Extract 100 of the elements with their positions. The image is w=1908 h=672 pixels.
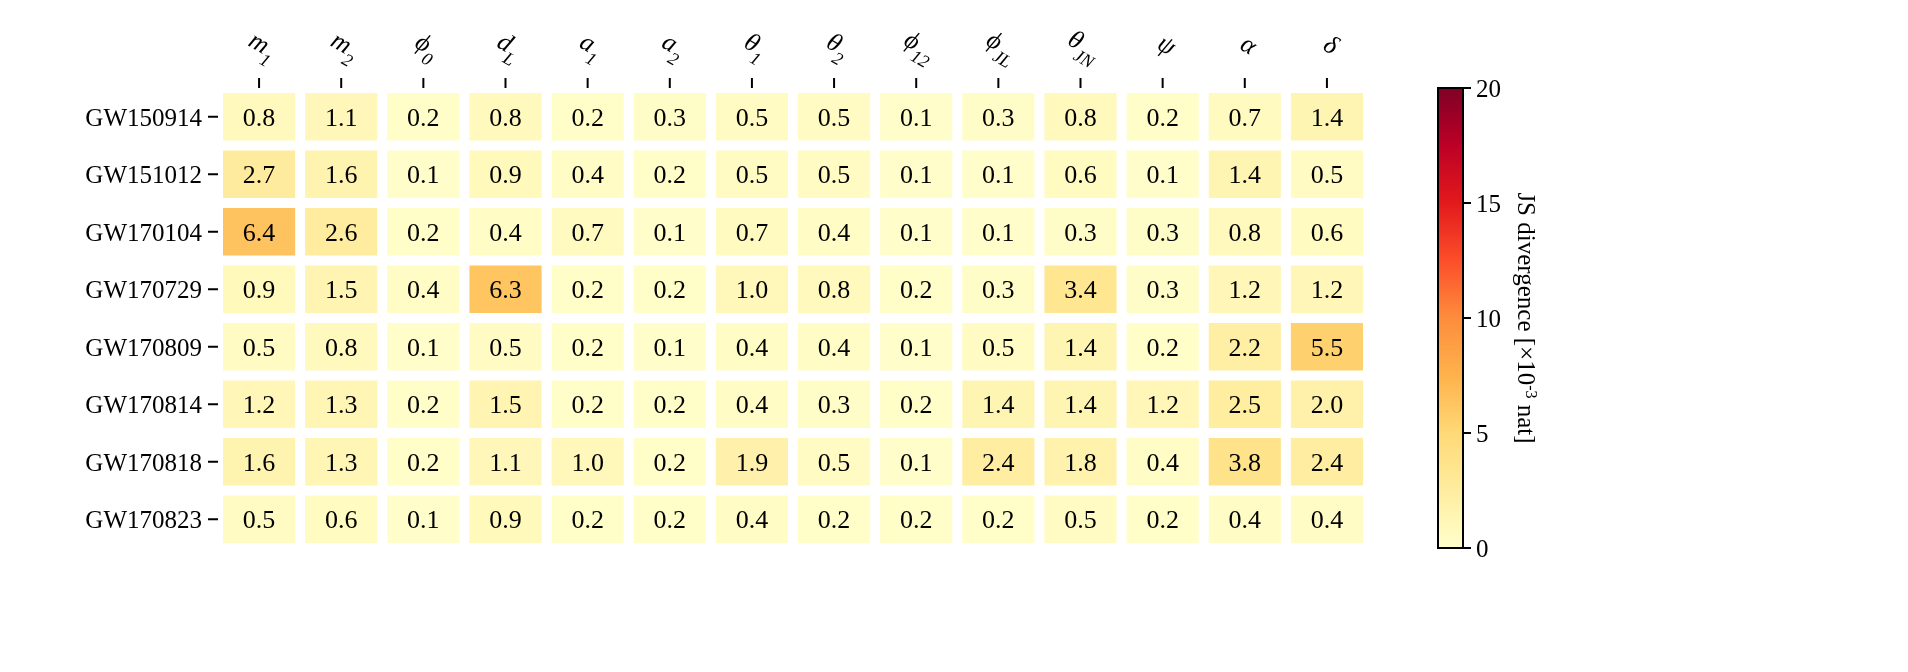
data-label: 0.5 xyxy=(817,160,851,190)
y-tick-label: GW170809 xyxy=(85,333,202,361)
data-label: 0.2 xyxy=(571,102,604,132)
data-label: 0.9 xyxy=(489,160,522,190)
data-label: 0.6 xyxy=(1310,217,1344,247)
y-tick-label: GW150914 xyxy=(85,103,203,131)
data-label: 0.4 xyxy=(489,217,522,247)
data-label: 6.4 xyxy=(242,217,276,247)
data-label: 1.2 xyxy=(242,390,276,420)
data-label: 0.5 xyxy=(242,505,276,535)
color-bar-label: 10 xyxy=(1476,304,1501,332)
data-label: 6.3 xyxy=(489,275,522,305)
data-label: 0.1 xyxy=(407,332,440,362)
data-label: 2.0 xyxy=(1310,390,1344,420)
data-label: 0.1 xyxy=(899,332,933,362)
data-label: 2.6 xyxy=(324,217,358,247)
data-label: 1.3 xyxy=(324,390,358,420)
data-label: 0.5 xyxy=(817,102,851,132)
data-label: 1.0 xyxy=(571,447,604,477)
data-label: 0.4 xyxy=(1310,505,1344,535)
data-label: 0.2 xyxy=(653,275,687,305)
data-label: 0.2 xyxy=(653,505,687,535)
data-label: 0.2 xyxy=(1146,102,1179,132)
y-tick-label: GW151012 xyxy=(85,161,202,188)
x-tick-label: δ xyxy=(1318,29,1345,61)
data-label: 0.8 xyxy=(1064,102,1097,132)
data-label: 0.4 xyxy=(735,390,769,420)
data-label: 0.4 xyxy=(817,217,851,247)
data-label: 1.8 xyxy=(1064,447,1097,477)
data-label: 1.2 xyxy=(1310,275,1344,305)
data-label: 1.5 xyxy=(489,390,522,420)
data-label: 0.1 xyxy=(982,217,1015,247)
data-label: 0.4 xyxy=(1228,505,1262,535)
data-label: 0.6 xyxy=(1064,160,1097,190)
data-label: 0.2 xyxy=(1146,332,1179,362)
data-label: 3.8 xyxy=(1228,447,1262,477)
data-label: 0.1 xyxy=(653,332,687,362)
data-label: 0.7 xyxy=(1228,102,1262,132)
y-tick-label: GW170823 xyxy=(85,506,202,533)
y-tick-label: GW170104 xyxy=(85,218,203,246)
data-label: 0.1 xyxy=(899,217,933,247)
data-label: 2.4 xyxy=(1310,447,1344,477)
data-label: 3.4 xyxy=(1064,275,1097,305)
color-bar-label: 5 xyxy=(1476,419,1489,447)
data-label: 0.2 xyxy=(982,505,1015,535)
data-label: 1.3 xyxy=(324,447,358,477)
data-label: 1.5 xyxy=(324,275,358,305)
data-label: 0.4 xyxy=(735,505,769,535)
data-label: 0.5 xyxy=(735,102,769,132)
data-label: 0.4 xyxy=(735,332,769,362)
data-label: 0.5 xyxy=(1064,505,1097,535)
color-bar-label: 0 xyxy=(1476,534,1489,562)
data-label: 0.2 xyxy=(817,505,851,535)
data-label: 1.6 xyxy=(324,160,358,190)
data-label: 0.2 xyxy=(899,505,933,535)
data-label: 0.6 xyxy=(324,505,358,535)
data-label: 0.9 xyxy=(242,275,276,305)
data-label: 2.4 xyxy=(982,447,1015,477)
y-tick-label: GW170818 xyxy=(85,448,202,476)
data-label: 0.3 xyxy=(1064,217,1097,247)
data-label: 1.6 xyxy=(242,447,276,477)
data-label: 2.2 xyxy=(1228,332,1262,362)
data-label: 0.2 xyxy=(407,102,440,132)
data-label: 0.1 xyxy=(899,102,933,132)
data-label: 0.1 xyxy=(653,217,687,247)
data-label: 1.4 xyxy=(1310,102,1344,132)
data-label: 1.4 xyxy=(1228,160,1262,190)
data-label: 0.1 xyxy=(407,160,440,190)
data-label: 0.1 xyxy=(982,160,1015,190)
data-label: 0.3 xyxy=(982,275,1015,305)
data-label: 0.2 xyxy=(653,160,687,190)
data-label: 0.2 xyxy=(899,390,933,420)
y-tick-label: GW170814 xyxy=(85,391,203,418)
data-label: 0.5 xyxy=(817,447,851,477)
data-label: 0.2 xyxy=(571,332,604,362)
data-label: 0.3 xyxy=(982,102,1015,132)
data-label: 0.1 xyxy=(899,447,933,477)
data-label: 0.2 xyxy=(1146,505,1179,535)
data-label: 1.9 xyxy=(735,447,769,477)
data-label: 0.4 xyxy=(1146,447,1179,477)
data-label: 0.3 xyxy=(1146,275,1179,305)
data-label: 1.1 xyxy=(489,447,522,477)
data-label: 0.8 xyxy=(817,275,851,305)
data-label: 0.7 xyxy=(735,217,769,247)
data-label: 1.4 xyxy=(1064,332,1097,362)
data-label: 2.7 xyxy=(242,160,276,190)
data-label: 0.4 xyxy=(571,160,604,190)
data-label: 0.8 xyxy=(1228,217,1262,247)
data-label: 0.2 xyxy=(407,447,440,477)
data-label: 0.8 xyxy=(324,332,358,362)
data-label: 1.2 xyxy=(1146,390,1179,420)
data-label: 1.4 xyxy=(1064,390,1097,420)
data-label: 0.2 xyxy=(571,390,604,420)
data-label: 0.1 xyxy=(407,505,440,535)
data-label: 0.3 xyxy=(1146,217,1179,247)
data-label: 0.2 xyxy=(571,275,604,305)
data-label: 0.5 xyxy=(242,332,276,362)
x-tick-label: ψ xyxy=(1152,28,1182,62)
data-label: 0.4 xyxy=(817,332,851,362)
data-label: 0.5 xyxy=(735,160,769,190)
